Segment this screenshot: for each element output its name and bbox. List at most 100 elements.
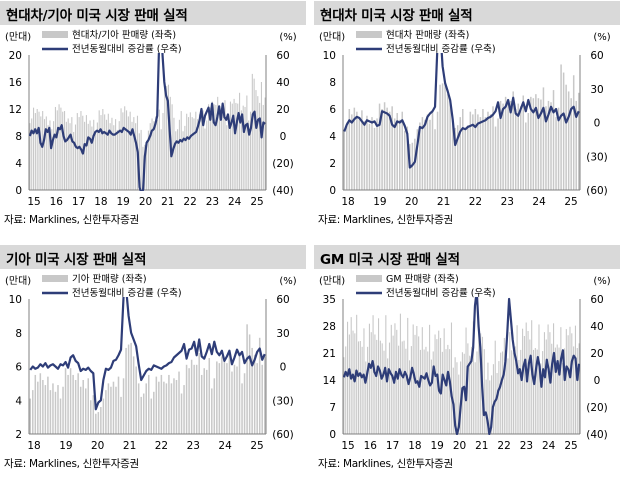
bar bbox=[235, 102, 237, 190]
bar bbox=[131, 121, 133, 190]
source-text: Marklines, 신한투자증권 bbox=[29, 458, 139, 470]
source-text: Marklines, 신한투자증권 bbox=[29, 214, 139, 226]
bar bbox=[122, 378, 125, 434]
legend-label-bar: 기아 판매량 (좌축) bbox=[72, 273, 147, 285]
right-tick-label: 20 bbox=[276, 104, 289, 116]
bar bbox=[368, 323, 370, 434]
bar bbox=[180, 393, 183, 434]
legend-swatch-bar bbox=[42, 31, 68, 38]
bar bbox=[503, 337, 505, 434]
bar bbox=[117, 376, 120, 435]
bar bbox=[187, 117, 190, 190]
bar bbox=[464, 130, 467, 190]
x-tick-label: 25 bbox=[564, 196, 577, 208]
bar bbox=[575, 100, 577, 190]
bar bbox=[166, 86, 168, 190]
bar bbox=[257, 96, 259, 190]
bar bbox=[482, 109, 484, 190]
right-tick-label: 20 bbox=[590, 348, 603, 360]
bar bbox=[518, 359, 520, 434]
bar bbox=[522, 328, 524, 434]
bar bbox=[211, 388, 213, 434]
bar bbox=[64, 111, 66, 190]
bar bbox=[111, 117, 113, 190]
bar bbox=[116, 129, 118, 190]
bar bbox=[206, 120, 208, 190]
bar bbox=[69, 368, 72, 434]
bar bbox=[129, 111, 131, 190]
bar bbox=[246, 95, 248, 190]
bar bbox=[242, 105, 244, 191]
bar bbox=[401, 341, 403, 434]
bar bbox=[439, 84, 441, 190]
bar bbox=[246, 324, 248, 434]
source-note: 자료: Marklines, 신한투자증권 bbox=[318, 212, 453, 227]
bar bbox=[89, 120, 91, 190]
bar bbox=[507, 100, 509, 190]
bar bbox=[525, 122, 527, 190]
bar bbox=[458, 374, 460, 434]
bar bbox=[532, 98, 535, 190]
bar bbox=[454, 357, 456, 434]
chart-title: 현대차 미국 시장 판매 실적 bbox=[320, 8, 473, 24]
bar bbox=[253, 78, 255, 191]
legend-label-line: 전년동월대비 증감률 (우축) bbox=[72, 287, 182, 299]
bar bbox=[381, 109, 383, 190]
bar bbox=[427, 351, 429, 434]
left-tick-label: 0 bbox=[329, 429, 336, 441]
bar bbox=[184, 125, 186, 191]
bar bbox=[492, 106, 494, 190]
bar bbox=[73, 131, 75, 190]
bar bbox=[532, 349, 535, 434]
x-tick-label: 21 bbox=[475, 440, 488, 452]
bar bbox=[148, 374, 150, 434]
bar bbox=[228, 349, 231, 435]
chart-title-bar: 기아 미국 시장 판매 실적 bbox=[0, 245, 306, 269]
bar bbox=[489, 380, 491, 434]
bar bbox=[573, 346, 575, 434]
bar bbox=[446, 94, 449, 190]
bar bbox=[74, 380, 77, 434]
x-tick-label: 23 bbox=[520, 440, 533, 452]
bar bbox=[165, 383, 168, 435]
bar bbox=[130, 342, 132, 435]
left-tick-label: 10 bbox=[9, 294, 22, 306]
bar bbox=[396, 113, 398, 190]
bar bbox=[47, 125, 49, 190]
source-text: Marklines, 신한투자증권 bbox=[343, 214, 453, 226]
bar bbox=[469, 355, 471, 434]
x-tick-label: 19 bbox=[431, 440, 444, 452]
bar bbox=[107, 113, 109, 190]
bar bbox=[348, 109, 351, 190]
bar bbox=[29, 123, 31, 190]
bar bbox=[403, 340, 405, 434]
right-tick-label: (60) bbox=[272, 429, 294, 441]
bar bbox=[562, 363, 564, 434]
right-tick-label: (20) bbox=[272, 158, 294, 170]
bar bbox=[155, 116, 157, 190]
bar bbox=[200, 117, 202, 190]
bar bbox=[175, 380, 178, 434]
bar bbox=[365, 361, 367, 434]
bar bbox=[198, 353, 200, 434]
bar bbox=[431, 110, 434, 190]
bar bbox=[216, 361, 218, 434]
bar bbox=[576, 347, 578, 434]
bar bbox=[421, 117, 424, 190]
bar bbox=[563, 348, 566, 434]
x-tick-label: 21 bbox=[437, 196, 450, 208]
left-tick-label: 7 bbox=[329, 402, 336, 414]
bar bbox=[31, 118, 33, 190]
bar bbox=[118, 121, 120, 190]
bar bbox=[208, 358, 211, 434]
bar bbox=[421, 327, 423, 434]
bar bbox=[462, 109, 464, 190]
source-prefix: 자료: bbox=[318, 458, 343, 470]
bar bbox=[359, 341, 361, 434]
bar bbox=[140, 129, 142, 190]
bar bbox=[472, 114, 474, 190]
x-tick-label: 22 bbox=[183, 196, 196, 208]
combo-chart-hyundai: (만대) (%) 현대차 판매량 (좌축) 전년동월대비 증감률 (우축) 10 8 6 4 2… bbox=[319, 29, 611, 208]
bar bbox=[501, 351, 504, 434]
bar bbox=[186, 113, 188, 190]
